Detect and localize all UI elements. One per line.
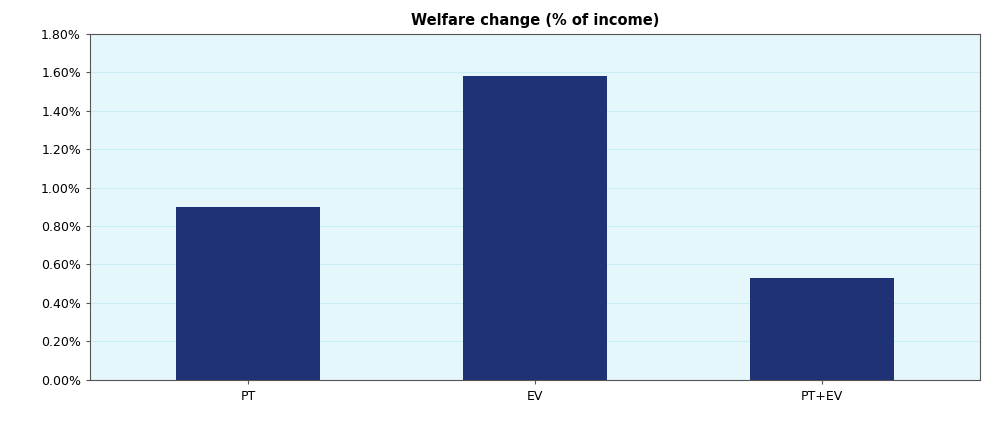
Bar <box>463 76 607 380</box>
Bar <box>750 278 894 380</box>
Bar <box>176 207 320 380</box>
Title: Welfare change (% of income): Welfare change (% of income) <box>411 14 659 28</box>
